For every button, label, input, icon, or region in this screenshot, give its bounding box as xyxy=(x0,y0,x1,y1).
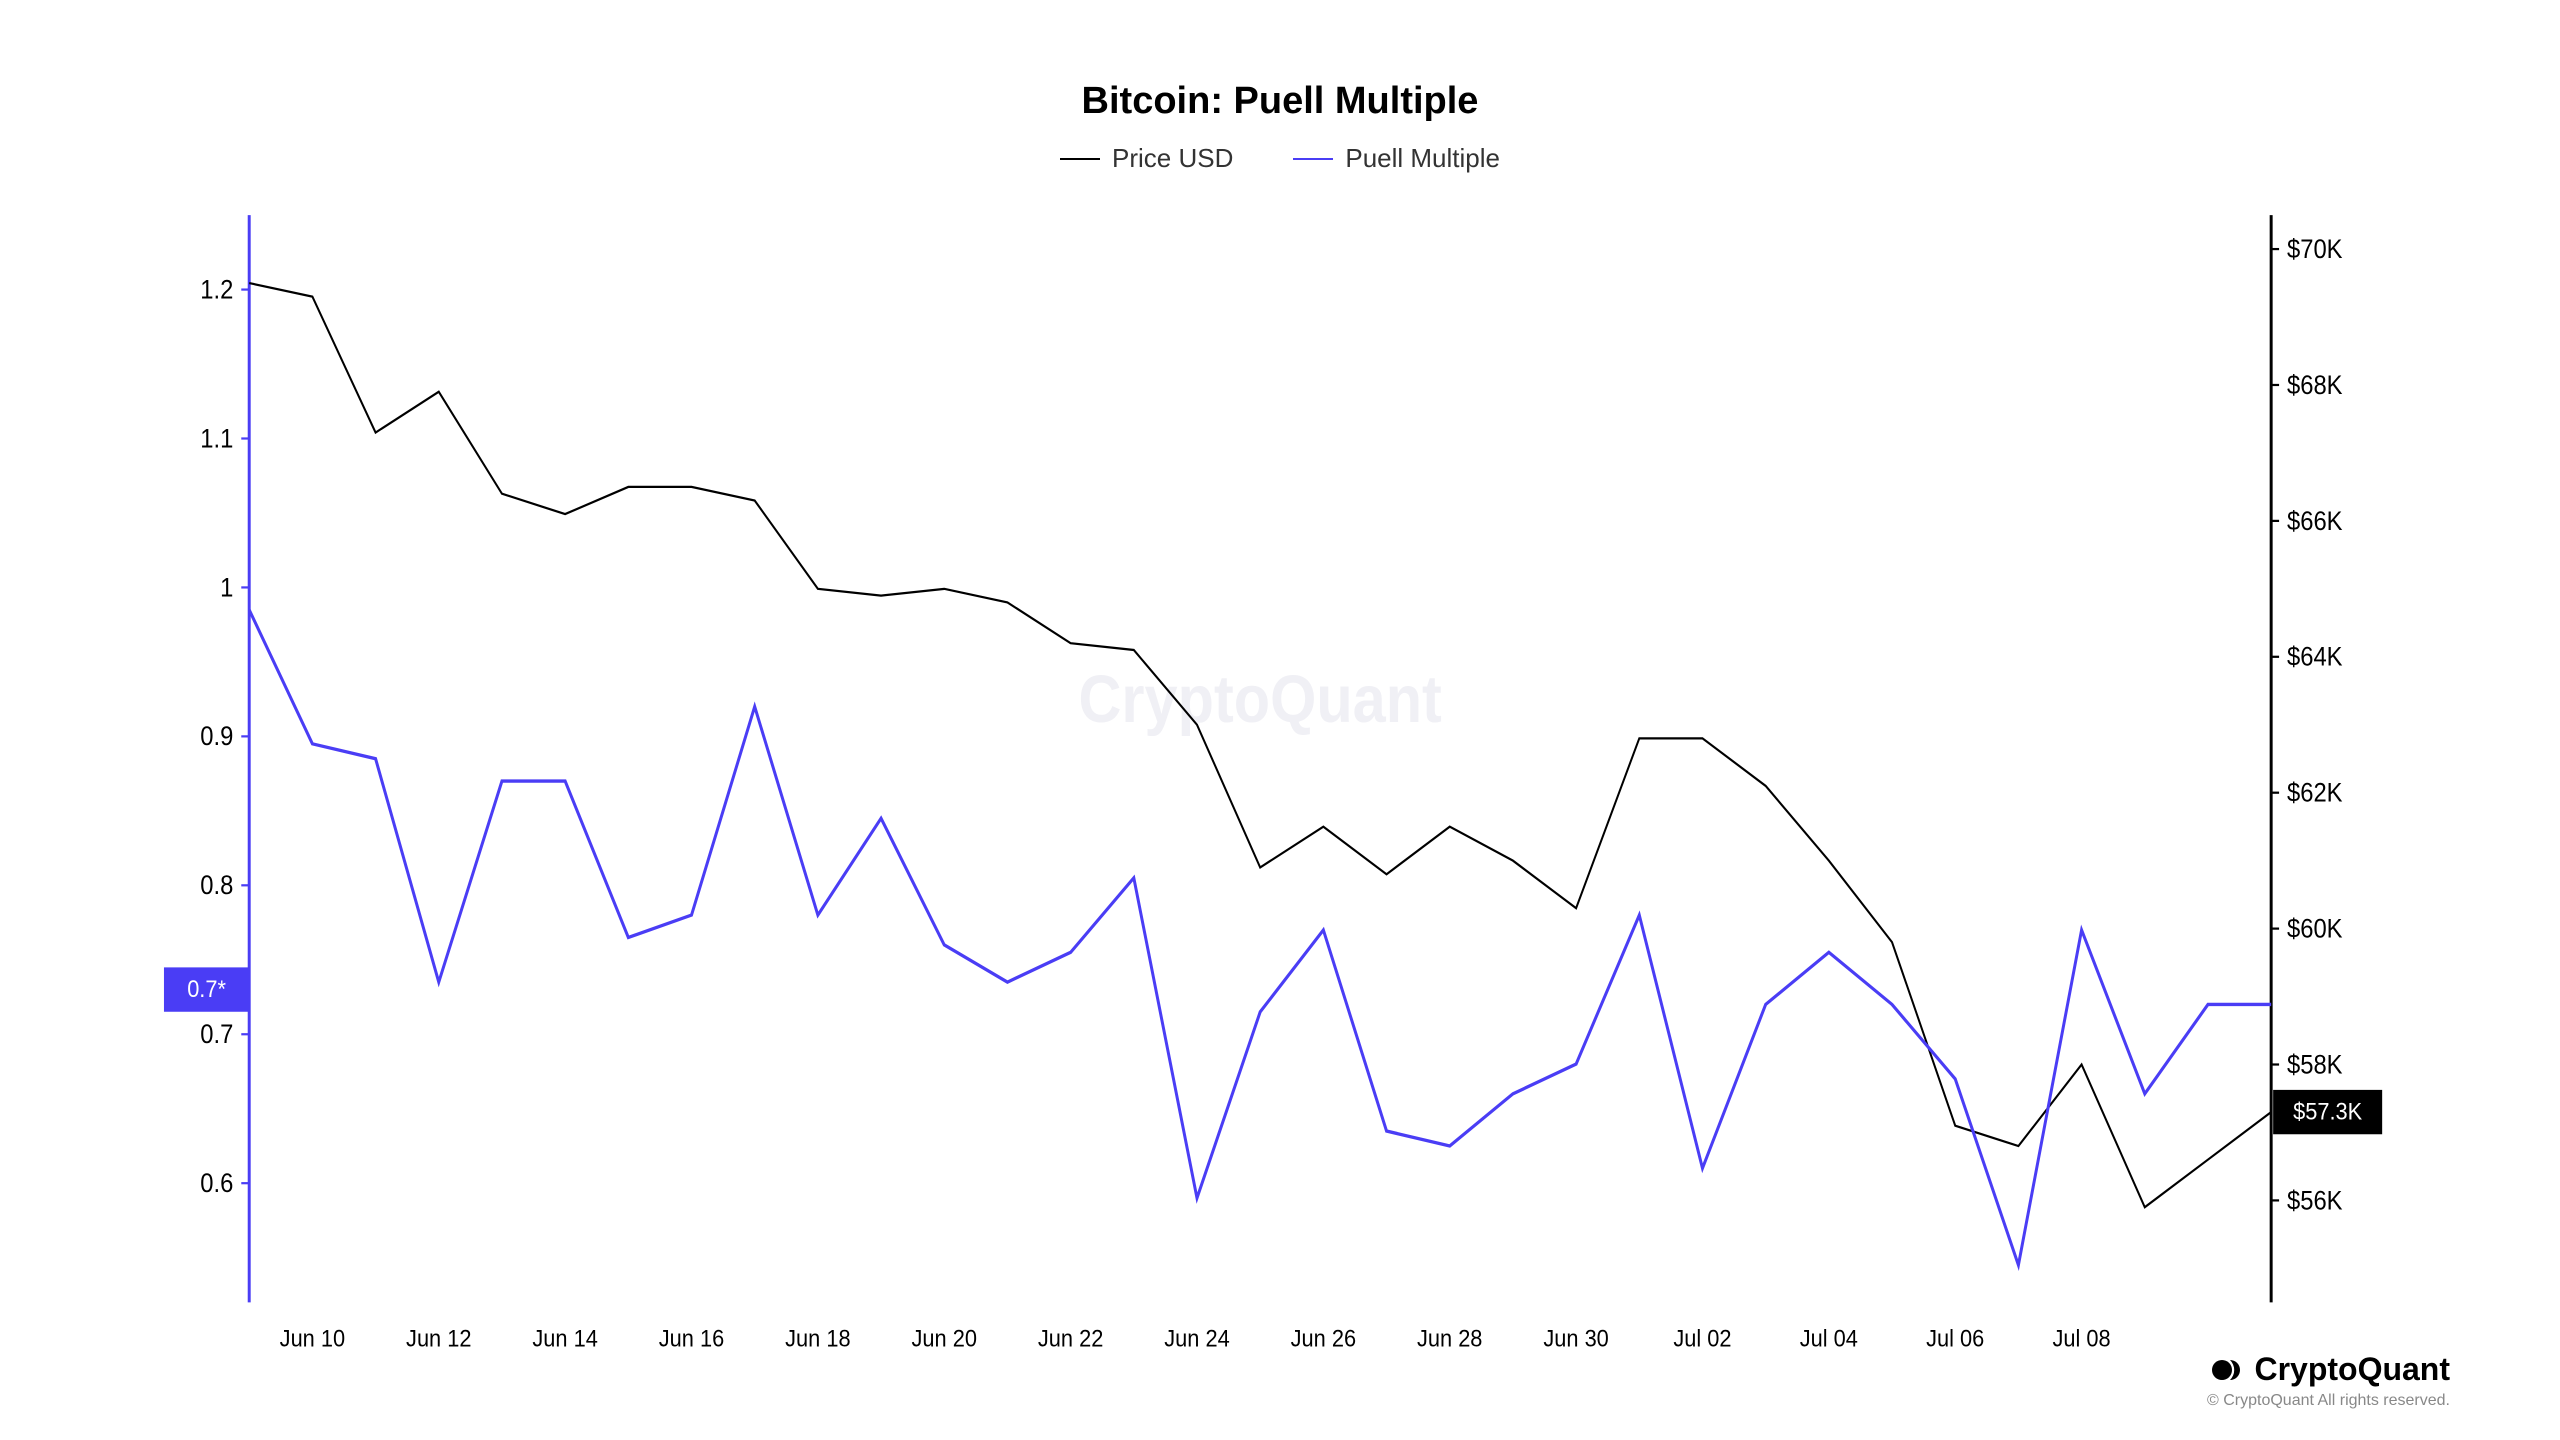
svg-text:0.6: 0.6 xyxy=(200,1169,233,1199)
svg-text:0.9: 0.9 xyxy=(200,722,233,752)
svg-text:Jul 04: Jul 04 xyxy=(1800,1325,1858,1352)
svg-text:$60K: $60K xyxy=(2287,914,2343,944)
svg-text:$64K: $64K xyxy=(2287,642,2343,672)
legend-item-price: Price USD xyxy=(1060,143,1233,174)
svg-text:$66K: $66K xyxy=(2287,507,2343,537)
svg-text:$58K: $58K xyxy=(2287,1050,2343,1080)
svg-text:Jun 20: Jun 20 xyxy=(912,1325,977,1352)
svg-text:Jun 24: Jun 24 xyxy=(1164,1325,1230,1352)
legend-swatch-puell xyxy=(1293,158,1333,160)
svg-text:Jul 06: Jul 06 xyxy=(1926,1325,1984,1352)
svg-text:0.8: 0.8 xyxy=(200,871,233,901)
footer: CryptoQuant © CryptoQuant All rights res… xyxy=(2207,1351,2450,1410)
svg-text:Jun 22: Jun 22 xyxy=(1038,1325,1103,1352)
svg-text:Jun 14: Jun 14 xyxy=(532,1325,598,1352)
chart-title: Bitcoin: Puell Multiple xyxy=(100,80,2460,123)
svg-text:CryptoQuant: CryptoQuant xyxy=(1078,663,1441,737)
svg-text:Jun 26: Jun 26 xyxy=(1291,1325,1356,1352)
svg-text:Jun 10: Jun 10 xyxy=(280,1325,345,1352)
svg-text:Jun 16: Jun 16 xyxy=(659,1325,724,1352)
svg-text:1.1: 1.1 xyxy=(200,424,233,454)
brand-icon xyxy=(2212,1354,2244,1386)
svg-text:$68K: $68K xyxy=(2287,371,2343,401)
chart-plot-area: CryptoQuant 0.6 0.7 0.8 0.9 1 1.1 1.2 $56K $58K $6… xyxy=(160,204,2400,1380)
legend-label-puell: Puell Multiple xyxy=(1345,143,1500,174)
legend-label-price: Price USD xyxy=(1112,143,1233,174)
svg-text:Jun 12: Jun 12 xyxy=(406,1325,471,1352)
svg-text:$70K: $70K xyxy=(2287,235,2343,265)
svg-text:Jun 28: Jun 28 xyxy=(1417,1325,1482,1352)
svg-text:$56K: $56K xyxy=(2287,1186,2343,1216)
svg-text:Jun 30: Jun 30 xyxy=(1543,1325,1608,1352)
legend-swatch-price xyxy=(1060,158,1100,160)
legend: Price USD Puell Multiple xyxy=(100,143,2460,174)
svg-text:1: 1 xyxy=(220,573,233,603)
svg-text:Jul 08: Jul 08 xyxy=(2053,1325,2111,1352)
svg-text:0.7*: 0.7* xyxy=(187,975,226,1002)
svg-text:Jul 02: Jul 02 xyxy=(1673,1325,1731,1352)
svg-text:$57.3K: $57.3K xyxy=(2293,1097,2363,1124)
footer-copyright: © CryptoQuant All rights reserved. xyxy=(2207,1392,2450,1410)
svg-text:1.2: 1.2 xyxy=(200,275,233,305)
svg-text:Jun 18: Jun 18 xyxy=(785,1325,850,1352)
legend-item-puell: Puell Multiple xyxy=(1293,143,1500,174)
svg-text:0.7: 0.7 xyxy=(200,1020,233,1050)
svg-text:$62K: $62K xyxy=(2287,778,2343,808)
footer-brand-text: CryptoQuant xyxy=(2254,1351,2450,1388)
footer-brand: CryptoQuant xyxy=(2207,1351,2450,1388)
